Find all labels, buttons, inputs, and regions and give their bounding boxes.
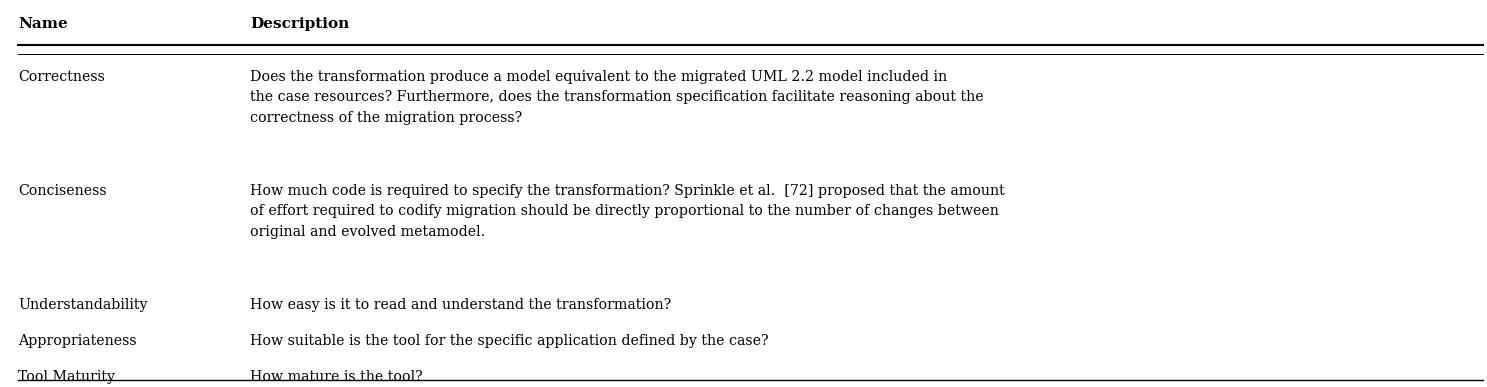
Text: How suitable is the tool for the specific application defined by the case?: How suitable is the tool for the specifi… bbox=[250, 334, 769, 348]
Text: Tool Maturity: Tool Maturity bbox=[18, 370, 114, 384]
Text: Correctness: Correctness bbox=[18, 70, 104, 84]
Text: How mature is the tool?: How mature is the tool? bbox=[250, 370, 422, 384]
Text: Name: Name bbox=[18, 17, 67, 31]
Text: Understandability: Understandability bbox=[18, 298, 147, 312]
Text: How much code is required to specify the transformation? Sprinkle et al.  [72] p: How much code is required to specify the… bbox=[250, 184, 1005, 239]
Text: How easy is it to read and understand the transformation?: How easy is it to read and understand th… bbox=[250, 298, 671, 312]
Text: Does the transformation produce a model equivalent to the migrated UML 2.2 model: Does the transformation produce a model … bbox=[250, 70, 983, 125]
Text: Appropriateness: Appropriateness bbox=[18, 334, 137, 348]
Text: Description: Description bbox=[250, 17, 349, 31]
Text: Conciseness: Conciseness bbox=[18, 184, 107, 198]
